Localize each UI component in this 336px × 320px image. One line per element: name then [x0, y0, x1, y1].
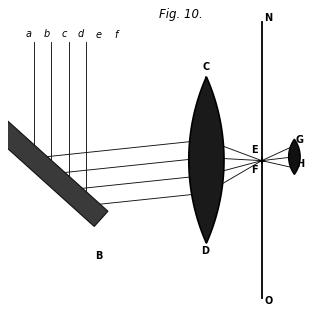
Text: f: f	[115, 29, 118, 40]
Polygon shape	[189, 77, 224, 243]
Text: D: D	[201, 246, 209, 256]
Text: E: E	[251, 145, 258, 155]
Text: e: e	[95, 29, 101, 40]
Text: Fig. 10.: Fig. 10.	[159, 8, 203, 21]
Text: B: B	[95, 251, 103, 261]
Text: F: F	[251, 165, 258, 175]
FancyBboxPatch shape	[201, 134, 212, 186]
Text: H: H	[296, 159, 304, 169]
Polygon shape	[0, 113, 108, 227]
Text: O: O	[264, 296, 272, 307]
Text: a: a	[26, 28, 32, 39]
Polygon shape	[289, 139, 300, 174]
Text: C: C	[202, 62, 209, 72]
Text: d: d	[78, 28, 84, 39]
Text: G: G	[296, 135, 304, 145]
Text: c: c	[61, 28, 67, 39]
Text: b: b	[43, 28, 49, 39]
Text: N: N	[264, 12, 272, 23]
